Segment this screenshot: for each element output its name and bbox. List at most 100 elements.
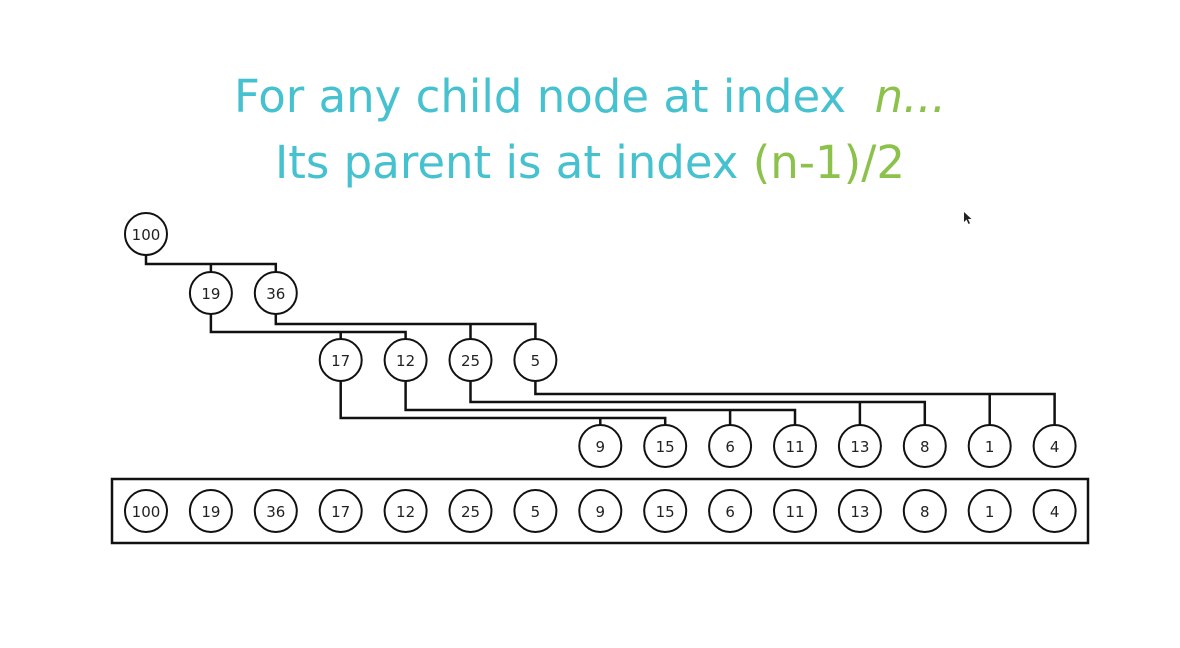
node-label: 17 — [331, 503, 350, 521]
node-label: 25 — [461, 503, 480, 521]
node-circle — [188, 271, 233, 315]
node-circle — [448, 338, 493, 382]
tree-node: 36 — [253, 271, 298, 315]
node-label: 100 — [132, 503, 161, 521]
heading-formula: (n-1)/2 — [752, 136, 905, 189]
node-label: 6 — [725, 503, 735, 521]
node-circle — [708, 489, 753, 533]
node-label: 11 — [785, 438, 804, 456]
tree-node: 6 — [708, 424, 753, 468]
node-circle — [773, 424, 817, 468]
array-container — [110, 477, 1090, 545]
tree-node: 100 — [124, 212, 168, 256]
heading-line-2-text: Its parent is at index — [275, 136, 739, 189]
node-label: 8 — [920, 503, 930, 521]
array-cell: 25 — [448, 489, 493, 533]
node-label: 13 — [850, 438, 869, 456]
node-circle — [513, 338, 558, 382]
mouse-cursor-icon — [964, 212, 972, 224]
node-label: 4 — [1050, 438, 1060, 456]
array-cell: 15 — [643, 489, 688, 533]
array-cell: 1 — [967, 489, 1012, 533]
node-label: 9 — [596, 438, 606, 456]
node-label: 5 — [531, 352, 541, 370]
node-label: 19 — [201, 285, 220, 303]
array-cell: 5 — [513, 489, 558, 533]
tree-node: 5 — [513, 338, 558, 382]
tree-node: 15 — [643, 424, 688, 468]
array-nodes: 100 19 36 17 12 25 5 9 15 6 11 13 8 1 4 — [124, 489, 1077, 533]
tree-edge — [339, 381, 667, 425]
node-label: 5 — [531, 503, 541, 521]
node-label: 100 — [132, 226, 161, 244]
node-label: 6 — [725, 438, 735, 456]
node-label: 19 — [201, 503, 220, 521]
array-cell: 9 — [578, 489, 623, 533]
tree-edge — [534, 381, 1056, 425]
node-circle — [578, 424, 623, 468]
tree-node: 11 — [773, 424, 817, 468]
node-circle — [253, 271, 298, 315]
tree-node: 25 — [448, 338, 493, 382]
node-circle — [1032, 424, 1077, 468]
node-circle — [513, 489, 558, 533]
node-label: 12 — [396, 503, 415, 521]
array-cell: 19 — [188, 489, 233, 533]
node-label: 12 — [396, 352, 415, 370]
node-label: 15 — [656, 438, 675, 456]
node-label: 9 — [596, 503, 606, 521]
node-circle — [124, 489, 168, 533]
tree-edge — [469, 381, 927, 425]
tree-node: 13 — [837, 424, 882, 468]
array-cell: 4 — [1032, 489, 1077, 533]
tree-edge — [274, 314, 537, 339]
node-circle — [383, 489, 428, 533]
node-circle — [383, 338, 428, 382]
node-label: 13 — [850, 503, 869, 521]
node-label: 17 — [331, 352, 350, 370]
heading-line-1: For any child node at index n... — [0, 70, 1180, 123]
tree-node: 9 — [578, 424, 623, 468]
node-circle — [318, 338, 363, 382]
node-circle — [902, 424, 947, 468]
array-cell: 8 — [902, 489, 947, 533]
node-label: 4 — [1050, 503, 1060, 521]
node-label: 1 — [985, 438, 995, 456]
tree-edges — [144, 255, 1056, 425]
tree-nodes: 100 19 36 17 12 25 5 9 15 6 11 13 8 1 4 — [124, 212, 1077, 468]
node-label: 11 — [785, 503, 804, 521]
tree-node: 1 — [967, 424, 1012, 468]
array-cell: 100 — [124, 489, 168, 533]
node-circle — [967, 424, 1012, 468]
heading-line-1-text: For any child node at index — [233, 70, 846, 123]
node-label: 1 — [985, 503, 995, 521]
tree-node: 4 — [1032, 424, 1077, 468]
node-circle — [578, 489, 623, 533]
heading-variable-n: n... — [874, 70, 947, 123]
node-circle — [643, 489, 688, 533]
node-circle — [318, 489, 363, 533]
array-cell: 36 — [253, 489, 298, 533]
tree-node: 19 — [188, 271, 233, 315]
node-label: 36 — [266, 503, 285, 521]
node-label: 25 — [461, 352, 480, 370]
node-circle — [902, 489, 947, 533]
heading-line-2: Its parent is at index (n-1)/2 — [0, 136, 1180, 189]
array-cell: 12 — [383, 489, 428, 533]
tree-edge — [209, 314, 407, 339]
tree-node: 8 — [902, 424, 947, 468]
node-circle — [837, 489, 882, 533]
node-circle — [773, 489, 817, 533]
node-label: 15 — [656, 503, 675, 521]
node-circle — [967, 489, 1012, 533]
tree-node: 12 — [383, 338, 428, 382]
tree-edge — [404, 381, 797, 425]
node-circle — [708, 424, 753, 468]
array-cell: 17 — [318, 489, 363, 533]
node-label: 8 — [920, 438, 930, 456]
node-circle — [124, 212, 168, 256]
array-cell: 13 — [837, 489, 882, 533]
node-circle — [643, 424, 688, 468]
node-circle — [837, 424, 882, 468]
